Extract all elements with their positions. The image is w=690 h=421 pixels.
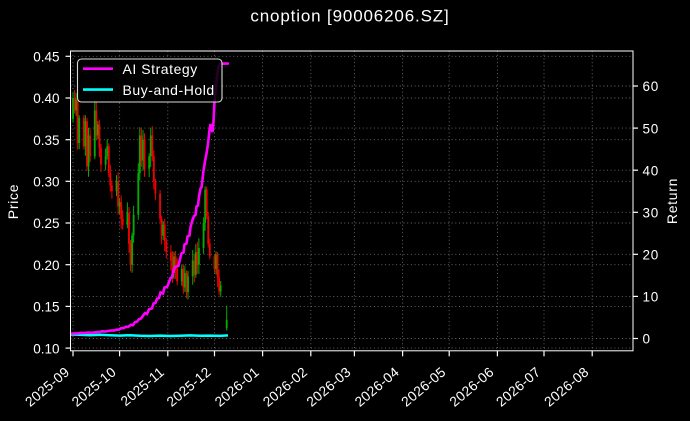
svg-text:Buy-and-Hold: Buy-and-Hold (123, 82, 215, 98)
svg-text:60: 60 (643, 79, 660, 94)
svg-text:0.35: 0.35 (33, 133, 59, 148)
svg-text:Return: Return (664, 178, 680, 224)
svg-text:0: 0 (643, 332, 651, 347)
svg-text:20: 20 (643, 248, 660, 263)
svg-text:0.15: 0.15 (33, 300, 59, 315)
svg-text:cnoption [90006206.SZ]: cnoption [90006206.SZ] (250, 6, 449, 25)
svg-text:40: 40 (643, 163, 660, 178)
svg-text:10: 10 (643, 290, 660, 305)
svg-text:0.25: 0.25 (33, 216, 59, 231)
svg-text:0.30: 0.30 (33, 175, 59, 190)
svg-text:Price: Price (5, 184, 21, 219)
svg-text:50: 50 (643, 121, 660, 136)
svg-text:0.10: 0.10 (33, 341, 59, 356)
svg-text:0.40: 0.40 (33, 91, 59, 106)
svg-text:AI Strategy: AI Strategy (123, 61, 198, 77)
svg-text:0.20: 0.20 (33, 258, 59, 273)
svg-text:30: 30 (643, 206, 660, 221)
svg-text:0.45: 0.45 (33, 50, 59, 65)
